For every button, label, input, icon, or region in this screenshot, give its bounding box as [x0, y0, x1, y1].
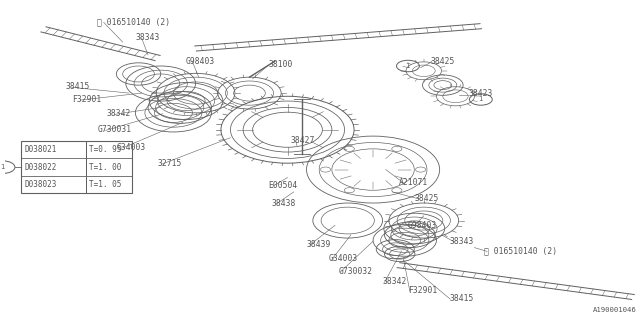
Text: G98403: G98403	[408, 221, 437, 230]
Text: 38343: 38343	[449, 237, 474, 246]
Text: 32715: 32715	[157, 159, 182, 168]
Text: G34003: G34003	[329, 254, 358, 263]
Text: E00504: E00504	[269, 181, 298, 190]
Text: D038022: D038022	[24, 163, 57, 172]
Text: T=1. 05: T=1. 05	[89, 180, 121, 189]
Text: 38343: 38343	[136, 33, 160, 42]
Text: G98403: G98403	[186, 57, 215, 66]
Text: 38415: 38415	[449, 294, 474, 303]
Text: 1: 1	[0, 164, 4, 170]
Text: 1: 1	[406, 63, 410, 69]
Text: 38423: 38423	[468, 89, 493, 98]
Text: Ⓑ 016510140 (2): Ⓑ 016510140 (2)	[97, 17, 170, 26]
Text: G34003: G34003	[116, 143, 146, 152]
Text: Ⓑ 016510140 (2): Ⓑ 016510140 (2)	[484, 246, 557, 255]
Text: G730031: G730031	[97, 125, 131, 134]
Text: D038023: D038023	[24, 180, 57, 189]
Text: A21071: A21071	[399, 178, 428, 187]
Text: 38100: 38100	[269, 60, 293, 69]
Text: T=0. 95: T=0. 95	[89, 145, 121, 154]
Text: F32901: F32901	[408, 286, 437, 295]
Text: T=1. 00: T=1. 00	[89, 163, 121, 172]
Text: 38342: 38342	[107, 109, 131, 118]
Text: 38427: 38427	[291, 136, 315, 145]
Text: A190001046: A190001046	[593, 307, 636, 313]
Text: 38425: 38425	[430, 57, 454, 66]
Text: F32901: F32901	[72, 95, 101, 104]
Text: 38439: 38439	[307, 240, 331, 249]
Text: 38342: 38342	[383, 277, 407, 286]
Text: 38438: 38438	[271, 198, 296, 207]
Text: 38415: 38415	[66, 82, 90, 91]
Text: D038021: D038021	[24, 145, 57, 154]
Text: 1: 1	[479, 96, 483, 102]
Text: G730032: G730032	[338, 267, 372, 276]
Text: 38425: 38425	[414, 194, 438, 203]
